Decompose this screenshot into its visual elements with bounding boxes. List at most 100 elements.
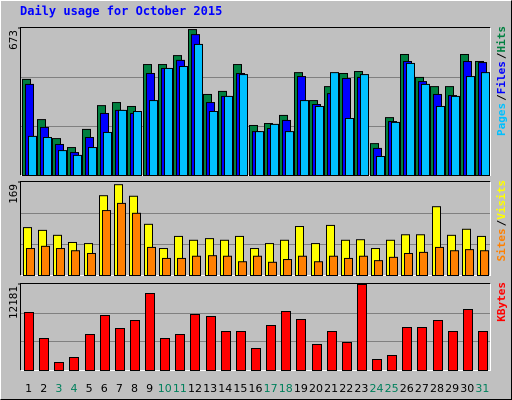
bar — [421, 83, 430, 176]
bar — [406, 62, 415, 177]
bar — [344, 257, 353, 276]
bar — [330, 72, 339, 176]
y-tick-label: 673 — [7, 30, 20, 50]
bar — [465, 249, 474, 276]
bar — [374, 260, 383, 276]
bar — [177, 257, 186, 276]
bar — [329, 255, 338, 277]
bar — [253, 255, 262, 277]
bar — [451, 95, 460, 176]
bar — [24, 312, 34, 372]
bar — [357, 284, 367, 371]
bar — [298, 255, 307, 277]
bar — [162, 257, 171, 276]
x-tick-label: 13 — [203, 382, 217, 395]
bar — [463, 309, 473, 372]
bar — [26, 248, 35, 277]
x-tick-label: 15 — [233, 382, 247, 395]
x-tick-label: 14 — [218, 382, 232, 395]
bar — [209, 111, 218, 176]
x-tick-label: 1 — [25, 382, 32, 395]
bar — [238, 261, 247, 277]
bar — [404, 252, 413, 276]
bar — [224, 95, 233, 176]
bar — [283, 259, 292, 276]
bar — [239, 74, 248, 176]
x-tick-label: 30 — [460, 382, 474, 395]
bar — [130, 319, 140, 372]
x-tick-label: 9 — [146, 382, 153, 395]
legend-entry: Visits — [495, 180, 508, 220]
bar — [118, 109, 127, 176]
bar — [115, 327, 125, 372]
legend-entry: Sites — [495, 228, 508, 261]
bar — [149, 100, 158, 176]
bar — [132, 212, 141, 277]
x-tick-label: 8 — [131, 382, 138, 395]
bar — [28, 135, 37, 176]
bar — [480, 250, 489, 276]
bar — [164, 67, 173, 176]
bar — [389, 256, 398, 277]
legend-entry: Files — [495, 61, 508, 94]
bar — [266, 324, 276, 372]
bar — [145, 293, 155, 371]
bar — [160, 338, 170, 372]
bar — [41, 245, 50, 276]
bar — [43, 136, 52, 176]
x-tick-label: 6 — [101, 382, 108, 395]
bar — [435, 246, 444, 276]
x-tick-label: 25 — [385, 382, 399, 395]
bar — [448, 330, 458, 372]
x-tick-label: 10 — [158, 382, 172, 395]
x-tick-label: 5 — [86, 382, 93, 395]
bar — [481, 72, 490, 176]
x-tick-label: 31 — [475, 382, 489, 395]
bar — [419, 251, 428, 276]
x-tick-label: 24 — [370, 382, 384, 395]
x-tick-label: 2 — [40, 382, 47, 395]
bar — [345, 117, 354, 176]
bar — [133, 111, 142, 176]
chart-title: Daily usage for October 2015 — [20, 4, 222, 18]
bar — [175, 334, 185, 371]
bar — [285, 131, 294, 177]
legend-entry: Pages — [495, 103, 508, 136]
bar — [88, 147, 97, 177]
bar — [58, 150, 67, 176]
x-tick-label: 22 — [339, 382, 353, 395]
bar — [391, 121, 400, 177]
bar — [117, 202, 126, 276]
bar — [417, 327, 427, 372]
bar — [360, 74, 369, 176]
bar — [71, 250, 80, 276]
legend-separator: / — [495, 94, 508, 101]
y-tick-label: 12181 — [7, 286, 20, 319]
legend-separator: / — [495, 219, 508, 226]
bar — [190, 313, 200, 371]
bar — [85, 334, 95, 371]
bar — [54, 362, 64, 372]
bar — [39, 338, 49, 372]
bar — [208, 255, 217, 276]
bar — [372, 359, 382, 371]
bar — [179, 66, 188, 176]
x-tick-label: 27 — [415, 382, 429, 395]
bar — [194, 43, 203, 176]
bar — [314, 261, 323, 277]
bar — [102, 210, 111, 277]
x-tick-label: 7 — [116, 382, 123, 395]
bar — [281, 310, 291, 371]
x-tick-label: 11 — [173, 382, 187, 395]
bar — [147, 246, 156, 276]
legend-entry: KBytes — [495, 282, 508, 322]
bar — [433, 319, 443, 372]
x-tick-label: 28 — [430, 382, 444, 395]
legend: KBytes — [495, 282, 508, 322]
x-tick-label: 21 — [324, 382, 338, 395]
x-tick-label: 18 — [279, 382, 293, 395]
bar — [466, 76, 475, 176]
